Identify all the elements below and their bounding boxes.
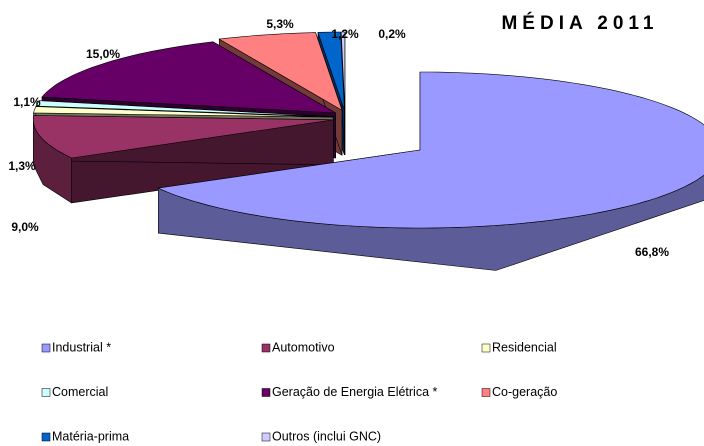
legend-label: Residencial	[492, 340, 557, 354]
legend-swatch	[41, 388, 51, 397]
value-label: 66,8%	[635, 245, 669, 259]
legend-label: Geração de Energia Elétrica *	[272, 385, 438, 399]
legend-swatch	[261, 343, 271, 353]
legend-label: Co-geração	[492, 385, 557, 399]
legend-swatch	[481, 388, 491, 397]
value-label: 15,0%	[86, 47, 120, 61]
legend-label: Automotivo	[272, 340, 335, 354]
slice	[317, 31, 345, 111]
legend-swatch	[261, 388, 271, 397]
legend-label: Comercial	[52, 385, 108, 399]
slice	[218, 32, 343, 111]
legend-label: Matéria-prima	[52, 429, 129, 443]
slice	[157, 71, 704, 229]
value-label: 9,0%	[11, 220, 39, 234]
legend-label: Outros (inclui GNC)	[272, 429, 381, 443]
legend-label: Industrial *	[52, 340, 111, 354]
value-label: 1,3%	[8, 159, 36, 173]
slice	[340, 31, 346, 111]
legend-swatch	[41, 343, 51, 353]
value-label: 5,3%	[266, 17, 294, 31]
value-label: 1,2%	[331, 27, 359, 41]
value-label: 1,1%	[13, 95, 41, 109]
slice	[41, 41, 336, 114]
chart-title: MÉDIA 2011	[501, 12, 658, 34]
slice	[35, 100, 334, 117]
value-label: 0,2%	[378, 27, 406, 41]
slice	[33, 106, 334, 118]
legend-swatch	[261, 432, 271, 442]
slice	[32, 115, 334, 159]
legend-swatch	[41, 432, 51, 442]
legend-swatch	[481, 343, 491, 353]
